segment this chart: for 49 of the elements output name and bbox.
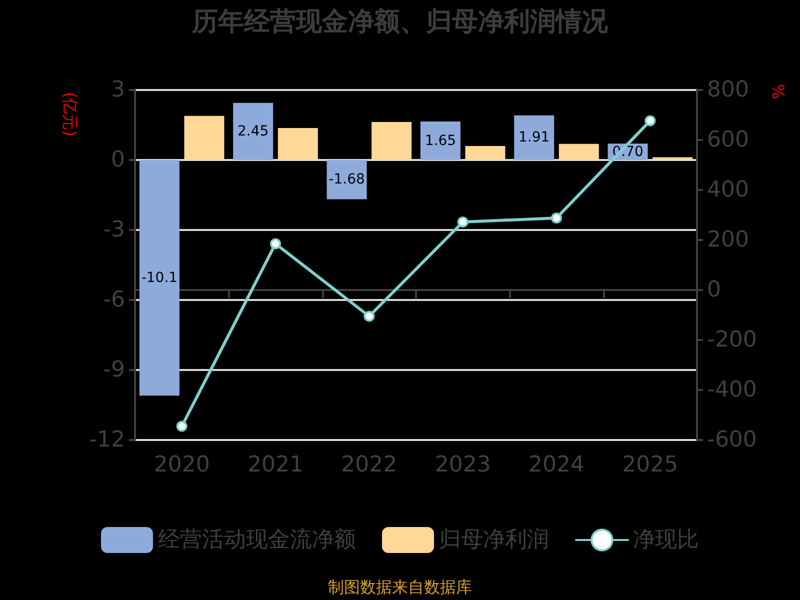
y2-tick-label: 200	[707, 228, 749, 252]
bar	[652, 157, 693, 160]
text: 制图数据来自数据库	[328, 578, 472, 596]
y2-tick-label: -200	[707, 328, 757, 352]
data-label: -10.1	[141, 270, 178, 286]
bar	[465, 146, 506, 160]
bar	[558, 144, 599, 160]
data-label: -1.68	[328, 172, 365, 188]
chart-title: 历年经营现金净额、归母净利润情况	[191, 7, 609, 37]
y2-tick-label: 800	[707, 78, 749, 102]
y-tick-label: 0	[111, 148, 125, 172]
point	[364, 310, 375, 322]
point	[176, 420, 188, 432]
x-tick-label: 2022	[341, 452, 398, 478]
y2-tick-label: -600	[707, 428, 757, 452]
y-tick-label: -6	[103, 288, 125, 312]
x-tick-label: 2021	[248, 452, 304, 478]
data-label: 1.91	[518, 130, 550, 146]
x-tick-label: 2025	[622, 452, 678, 478]
y-axis-title: (亿元)	[60, 92, 80, 136]
y-tick-label: -9	[103, 358, 125, 382]
bar	[184, 116, 224, 160]
legend-label: 经营活动现金流净额	[158, 528, 356, 552]
bar	[372, 122, 412, 160]
y-tick-label: -12	[89, 428, 125, 452]
bar	[326, 160, 367, 200]
bar	[420, 122, 460, 160]
y2-tick-label: 400	[707, 178, 749, 202]
data-label: 2.45	[238, 123, 269, 140]
x-tick-label: 2020	[154, 452, 210, 478]
bar	[278, 128, 318, 160]
bar	[139, 160, 180, 396]
legend-label: 净现比	[633, 528, 699, 552]
bar	[514, 115, 554, 160]
point	[457, 216, 468, 228]
y-tick-label: -3	[103, 218, 125, 242]
y2-tick-label: 0	[707, 278, 721, 302]
y2-tick-label: -400	[707, 378, 757, 402]
legend-label: 归母净利润	[439, 528, 549, 552]
x-tick-label: 2024	[528, 452, 584, 478]
point	[644, 115, 656, 126]
x-tick-label: 2023	[434, 452, 491, 478]
point	[551, 212, 562, 224]
y2-tick-label: 600	[707, 128, 749, 152]
data-label: 1.65	[424, 132, 456, 149]
point	[270, 238, 281, 250]
y-tick-label: 3	[111, 78, 125, 102]
bar	[233, 102, 274, 160]
y2-axis-title: %	[768, 84, 788, 100]
